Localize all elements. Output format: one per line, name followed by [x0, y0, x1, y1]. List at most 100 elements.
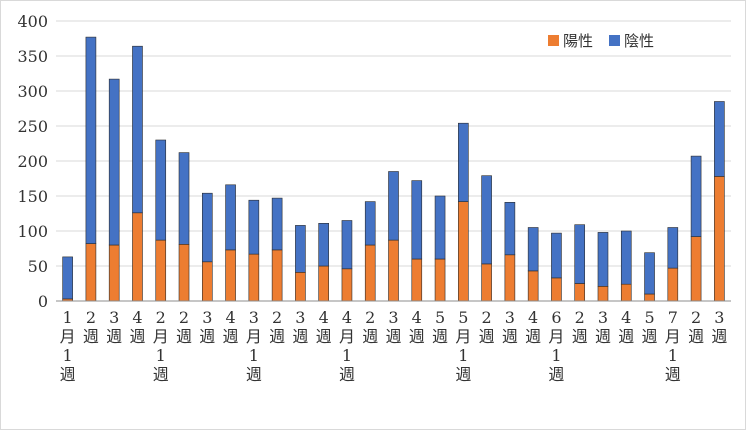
- bar-positive-18: [481, 263, 492, 302]
- y-tick-label: 300: [17, 82, 48, 101]
- bar-positive-3: [132, 212, 143, 302]
- x-tick-label: 週: [385, 327, 401, 346]
- x-tick-label: 週: [223, 327, 239, 346]
- bar-positive-28: [714, 176, 725, 302]
- x-tick-label: 2: [179, 308, 189, 327]
- bar-negative-13: [364, 201, 376, 246]
- y-tick-label: 250: [17, 117, 48, 136]
- x-tick-label: 3: [505, 308, 515, 327]
- x-tick-label: 週: [688, 327, 704, 346]
- x-tick-label: 4: [621, 308, 631, 327]
- x-tick-label: 2: [575, 308, 585, 327]
- x-tick-label: 3: [295, 308, 305, 327]
- y-tick-label: 400: [17, 12, 48, 31]
- x-tick-label: 週: [432, 327, 448, 346]
- bar-negative-15: [411, 180, 423, 260]
- x-tick-label: 週: [479, 327, 495, 346]
- x-tick-label: 週: [409, 327, 425, 346]
- x-tick-label: 1: [63, 346, 73, 365]
- x-tick-label: 週: [572, 327, 588, 346]
- x-tick-label: 月: [153, 327, 169, 346]
- bar-positive-14: [388, 239, 399, 302]
- bar-negative-25: [644, 252, 655, 295]
- bar-positive-17: [458, 201, 469, 302]
- y-tick-label: 100: [17, 222, 48, 241]
- x-tick-label: 4: [132, 308, 142, 327]
- x-tick-label: 2: [482, 308, 492, 327]
- x-tick-label: 週: [83, 327, 99, 346]
- bar-negative-20: [527, 227, 539, 272]
- x-tick-label: 週: [665, 365, 681, 384]
- x-tick-label: 4: [225, 308, 235, 327]
- bar-negative-24: [620, 230, 632, 285]
- x-tick-label: 3: [714, 308, 724, 327]
- x-tick-label: 1: [342, 346, 352, 365]
- y-tick-label: 150: [17, 187, 48, 206]
- bar-negative-23: [597, 232, 609, 287]
- y-tick-label: 50: [28, 257, 48, 276]
- x-tick-label: 週: [525, 327, 541, 346]
- x-tick-label: 1: [458, 346, 468, 365]
- bar-positive-2: [108, 244, 120, 302]
- x-tick-label: 週: [618, 327, 634, 346]
- bar-negative-7: [225, 184, 236, 251]
- x-tick-label: 3: [109, 308, 119, 327]
- bar-negative-10: [295, 225, 306, 273]
- bar-negative-16: [434, 195, 446, 260]
- bar-positive-25: [644, 293, 655, 302]
- x-tick-label: 1: [63, 308, 73, 327]
- x-tick-label: 週: [362, 327, 378, 346]
- bar-negative-2: [108, 78, 120, 246]
- x-tick-label: 月: [60, 327, 76, 346]
- bar-positive-21: [551, 277, 562, 302]
- x-tick-label: 週: [595, 327, 611, 346]
- x-tick-label: 1: [551, 346, 561, 365]
- bars: [62, 36, 725, 302]
- x-tick-label: 2: [365, 308, 375, 327]
- x-tick-label: 月: [339, 327, 355, 346]
- x-tick-label: 3: [388, 308, 398, 327]
- x-tick-label: 週: [292, 327, 308, 346]
- bar-negative-3: [132, 45, 143, 214]
- legend-label-negative: 陰性: [624, 32, 654, 50]
- x-tick-label: 週: [246, 365, 262, 384]
- bar-negative-12: [341, 220, 353, 270]
- bar-negative-21: [551, 232, 562, 279]
- x-tick-label: 4: [342, 308, 352, 327]
- x-tick-label: 2: [272, 308, 282, 327]
- bar-negative-8: [248, 199, 260, 255]
- x-tick-label: 月: [665, 327, 681, 346]
- x-tick-label: 週: [711, 327, 727, 346]
- bar-positive-22: [574, 283, 586, 302]
- bar-positive-7: [225, 249, 236, 302]
- x-tick-label: 5: [644, 308, 654, 327]
- x-tick-label: 週: [269, 327, 285, 346]
- bar-negative-22: [574, 224, 586, 284]
- y-tick-label: 200: [17, 152, 48, 171]
- x-tick-label: 1: [668, 346, 678, 365]
- x-tick-label: 7: [668, 308, 678, 327]
- bar-positive-16: [434, 258, 446, 302]
- bar-positive-11: [318, 265, 329, 302]
- bar-negative-11: [318, 223, 329, 267]
- x-tick-label: 週: [153, 365, 169, 384]
- x-tick-label: 1: [156, 346, 166, 365]
- x-axis: 1月1週2週3週4週2月1週2週3週4週3月1週2週3週4週4月1週2週3週4週…: [56, 300, 731, 384]
- x-tick-label: 2: [156, 308, 166, 327]
- bar-positive-26: [667, 267, 679, 302]
- x-tick-label: 1: [249, 346, 259, 365]
- x-tick-label: 5: [458, 308, 468, 327]
- bar-negative-0: [62, 256, 73, 300]
- bar-negative-27: [690, 155, 702, 237]
- legend: 陽性 陰性: [548, 32, 654, 50]
- bar-positive-19: [504, 254, 516, 302]
- x-tick-label: 2: [86, 308, 96, 327]
- bar-positive-8: [248, 253, 260, 302]
- y-tick-label: 0: [38, 292, 48, 311]
- bar-negative-6: [201, 192, 213, 263]
- bar-negative-26: [667, 227, 679, 269]
- x-tick-label: 4: [412, 308, 422, 327]
- y-tick-label: 350: [17, 47, 48, 66]
